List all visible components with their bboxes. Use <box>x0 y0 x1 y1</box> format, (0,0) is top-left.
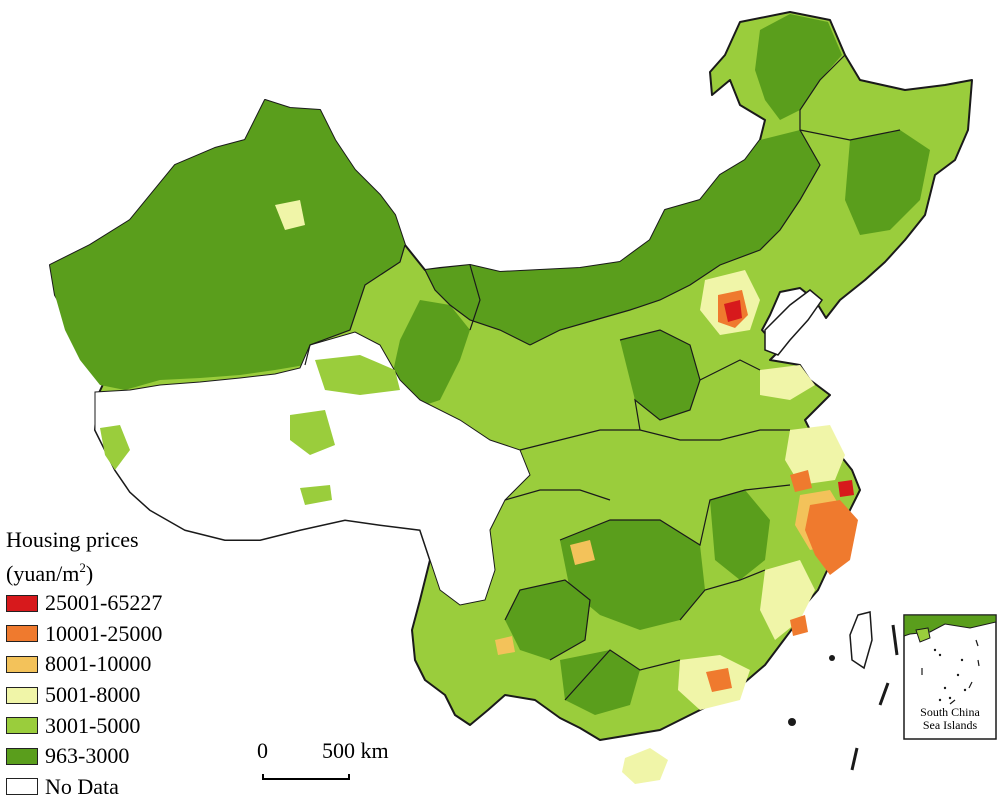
tibet-patch-west <box>100 425 130 470</box>
map-legend: Housing prices (yuan/m2) 25001-65227 100… <box>6 526 206 802</box>
scale-zero-label: 0 <box>257 738 268 763</box>
guangxi-region <box>560 650 640 715</box>
legend-item-2: 10001-25000 <box>6 619 206 650</box>
legend-swatch <box>6 747 38 765</box>
scale-distance-label: 500 km <box>322 738 389 763</box>
tibet-patch-south <box>300 485 332 505</box>
inset-islands <box>933 648 967 702</box>
legend-item-1: 25001-65227 <box>6 588 206 619</box>
nanjing-orange <box>790 470 812 492</box>
central-plain-region <box>620 330 700 420</box>
tibet-data-patches <box>100 355 400 505</box>
jiangsu-pale <box>785 425 845 485</box>
legend-swatch <box>6 655 38 673</box>
legend-item-7: No Data <box>6 772 206 803</box>
inset-label-line1: South China <box>920 705 980 719</box>
legend-label: 8001-10000 <box>45 651 152 677</box>
tibet-no-data <box>94 331 531 606</box>
xinjiang-pale <box>275 200 305 230</box>
legend-swatch <box>6 686 38 704</box>
bohai-sea <box>764 289 824 356</box>
chengdu-yellow <box>570 540 595 565</box>
fujian-pale <box>760 560 815 640</box>
inset-label: South China Sea Islands <box>904 706 996 732</box>
legend-swatch <box>6 717 38 735</box>
province-boundaries <box>304 54 901 701</box>
no-data-regions <box>94 331 531 606</box>
legend-unit: (yuan/m2) <box>6 560 94 586</box>
inset-boundary-dashes <box>921 639 980 705</box>
legend-item-4: 5001-8000 <box>6 680 206 711</box>
small-islands <box>788 655 835 726</box>
jiangxi-region <box>710 490 770 580</box>
scale-bar: 0 500 km <box>257 738 402 780</box>
legend-label: 5001-8000 <box>45 682 141 708</box>
kunming-yellow <box>495 636 515 655</box>
low-price-regions <box>50 14 930 715</box>
xiamen-orange <box>790 615 808 636</box>
legend-swatch <box>6 594 38 612</box>
legend-label: 25001-65227 <box>45 590 163 616</box>
scale-bar-line <box>262 774 350 780</box>
shenzhen-orange <box>706 668 732 692</box>
qinghai-patch <box>315 355 400 395</box>
legend-swatch <box>6 778 38 796</box>
beijing-red <box>724 300 742 322</box>
legend-swatch <box>6 625 38 643</box>
legend-title: Housing prices <box>6 527 139 552</box>
shanghai-red <box>838 480 854 497</box>
legend-item-3: 8001-10000 <box>6 649 206 680</box>
legend-label: 3001-5000 <box>45 712 141 738</box>
legend-label: 963-3000 <box>45 743 130 769</box>
hainan-pale <box>622 748 668 784</box>
hangzhou-orange <box>805 500 858 575</box>
legend-item-5: 3001-5000 <box>6 710 206 741</box>
sea-boundary-marks <box>850 624 899 771</box>
inset-label-line2: Sea Islands <box>922 718 978 732</box>
tibet-patch-center <box>290 410 335 455</box>
legend-label: No Data <box>45 773 119 799</box>
xinjiang-region <box>50 100 405 390</box>
guizhou-region <box>505 580 590 660</box>
taiwan <box>849 611 873 670</box>
top-price-regions <box>724 300 854 497</box>
legend-item-6: 963-3000 <box>6 741 206 772</box>
inner-mongolia-region <box>425 130 820 345</box>
jilin-forest-region <box>845 130 930 235</box>
shandong-pale <box>760 365 815 400</box>
qinghai-east-region <box>390 300 470 410</box>
hubei-hunan-region <box>560 520 705 630</box>
south-china-sea-inset <box>903 614 997 740</box>
inset-hainan <box>915 627 931 643</box>
legend-label: 10001-25000 <box>45 620 163 646</box>
heilongjiang-north-region <box>755 14 842 120</box>
